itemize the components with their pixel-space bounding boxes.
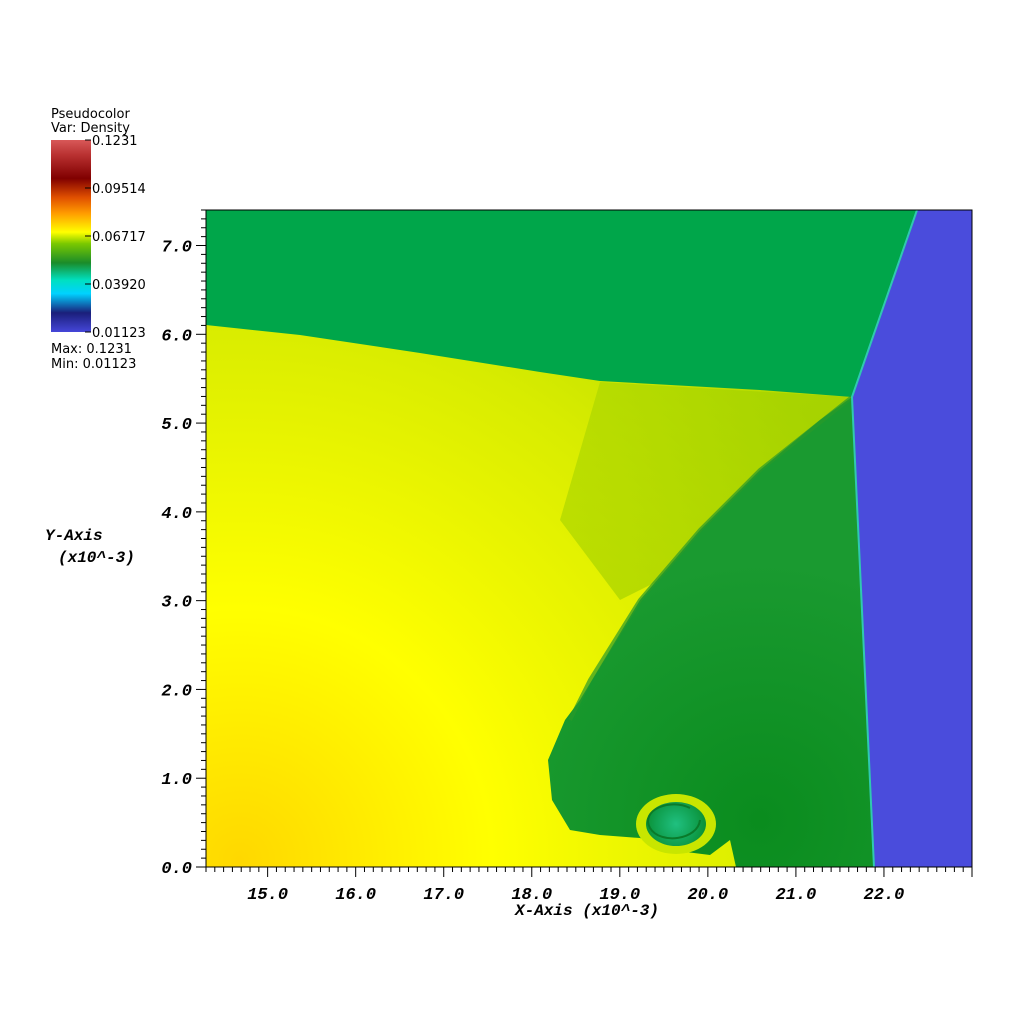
x-tick-label: 15.0 bbox=[247, 886, 288, 905]
plot-field bbox=[206, 210, 972, 867]
x-tick-label: 17.0 bbox=[423, 886, 464, 905]
y-tick-label: 5.0 bbox=[161, 416, 192, 435]
x-tick-label: 19.0 bbox=[599, 886, 640, 905]
colorbar-tick-label: 0.03920 bbox=[92, 278, 146, 293]
x-tick-label: 20.0 bbox=[687, 886, 728, 905]
y-tick-label: 6.0 bbox=[161, 327, 192, 346]
y-tick-label: 7.0 bbox=[161, 239, 192, 258]
y-axis-title-line2: (x10^-3) bbox=[58, 549, 135, 567]
slip-line bbox=[568, 395, 854, 721]
colorbar-tick-label: 0.09514 bbox=[92, 182, 146, 197]
legend-plot-type: Pseudocolor bbox=[51, 107, 130, 122]
legend-min: Min: 0.01123 bbox=[51, 357, 136, 372]
colorbar-tick-label: 0.06717 bbox=[92, 230, 146, 245]
x-tick-label: 22.0 bbox=[864, 886, 905, 905]
x-axis-title: X-Axis (x10^-3) bbox=[514, 902, 659, 920]
vortex-ring-core bbox=[646, 802, 706, 846]
shocked-region bbox=[206, 210, 917, 397]
colorbar-legend: Pseudocolor Var: Density 0.12310.095140.… bbox=[51, 107, 146, 372]
mach-stem-region bbox=[548, 397, 874, 867]
y-tick-label: 0.0 bbox=[161, 860, 192, 879]
colorbar-tick-label: 0.01123 bbox=[92, 326, 146, 341]
x-tick-label: 18.0 bbox=[511, 886, 552, 905]
colorbar bbox=[51, 140, 91, 332]
wedge-region bbox=[560, 382, 852, 600]
colorbar-ticks: 0.1231 0.09514 0.06717 0.03920 0.01123 bbox=[85, 134, 146, 341]
legend-variable: Var: Density bbox=[51, 121, 130, 136]
legend-max: Max: 0.1231 bbox=[51, 342, 132, 357]
y-tick-label: 1.0 bbox=[161, 771, 192, 790]
y-axis-title-line1: Y-Axis bbox=[45, 527, 103, 545]
x-axis: 15.0 16.0 17.0 18.0 19.0 20.0 21.0 22.0 bbox=[205, 867, 973, 905]
colorbar-tick-label: 0.1231 bbox=[92, 134, 138, 149]
y-tick-label: 4.0 bbox=[161, 505, 192, 524]
y-tick-label: 2.0 bbox=[161, 682, 192, 701]
ambient-region bbox=[852, 210, 972, 867]
vortex-spiral bbox=[647, 803, 701, 840]
x-tick-label: 16.0 bbox=[335, 886, 376, 905]
incident-shock-front bbox=[850, 210, 918, 867]
y-tick-label: 3.0 bbox=[161, 594, 192, 613]
y-axis: 0.0 1.0 2.0 3.0 4.0 5.0 6.0 7.0 bbox=[161, 209, 206, 879]
x-tick-label: 21.0 bbox=[776, 886, 817, 905]
